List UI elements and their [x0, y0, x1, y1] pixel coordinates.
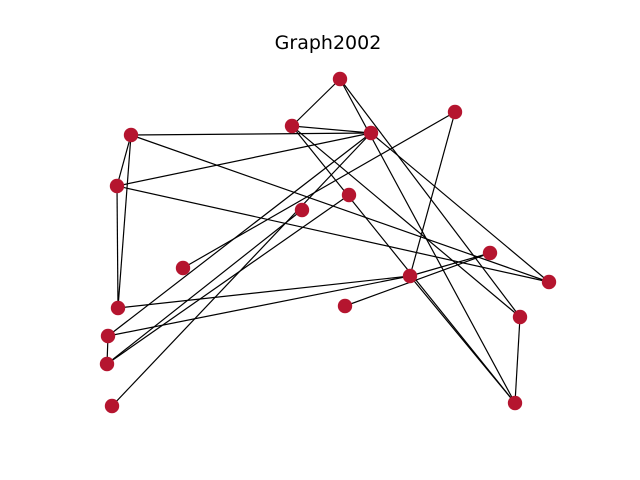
node-n8: [175, 260, 191, 276]
edge-n0-n14: [339, 78, 521, 318]
node-n3: [123, 127, 139, 143]
node-n0: [332, 71, 348, 87]
node-n5: [109, 178, 125, 194]
node-n16: [99, 356, 115, 372]
edge-n0-n2: [291, 78, 341, 127]
edge-n5-n10: [116, 185, 550, 283]
node-n2: [284, 118, 300, 134]
edge-n3-n4: [130, 132, 372, 136]
edge-n1-n11: [409, 111, 456, 277]
edge-n5-n12: [116, 185, 119, 309]
edge-n2-n4: [291, 125, 372, 134]
node-n18: [507, 395, 523, 411]
node-n17: [104, 398, 120, 414]
edge-n3-n12: [117, 134, 132, 309]
node-n4: [363, 125, 379, 141]
edge-n11-n18: [409, 275, 516, 404]
edge-n4-n10: [370, 132, 550, 283]
nodes-layer: [99, 71, 557, 414]
node-n1: [447, 104, 463, 120]
edge-n1-n8: [182, 111, 456, 269]
node-n12: [110, 300, 126, 316]
node-n7: [294, 202, 310, 218]
edge-n4-n5: [116, 132, 372, 187]
graph-title: Graph2002: [275, 32, 382, 54]
edge-n2-n18: [291, 125, 516, 404]
node-n15: [100, 328, 116, 344]
edge-n7-n16: [106, 209, 303, 365]
edge-n11-n9: [409, 252, 491, 277]
edge-n14-n18: [514, 316, 521, 404]
edge-n12-n11: [117, 275, 411, 309]
edge-n4-n15: [107, 132, 372, 337]
node-n10: [541, 274, 557, 290]
edge-n9-n13: [344, 252, 491, 307]
node-n11: [402, 268, 418, 284]
edge-n6-n16: [106, 194, 350, 365]
edge-n3-n5: [116, 134, 132, 187]
node-n14: [512, 309, 528, 325]
node-n9: [482, 245, 498, 261]
edge-n2-n14: [291, 125, 521, 318]
node-n13: [337, 298, 353, 314]
node-n6: [341, 187, 357, 203]
edge-n11-n15: [107, 275, 411, 337]
edges-layer: [106, 78, 550, 407]
